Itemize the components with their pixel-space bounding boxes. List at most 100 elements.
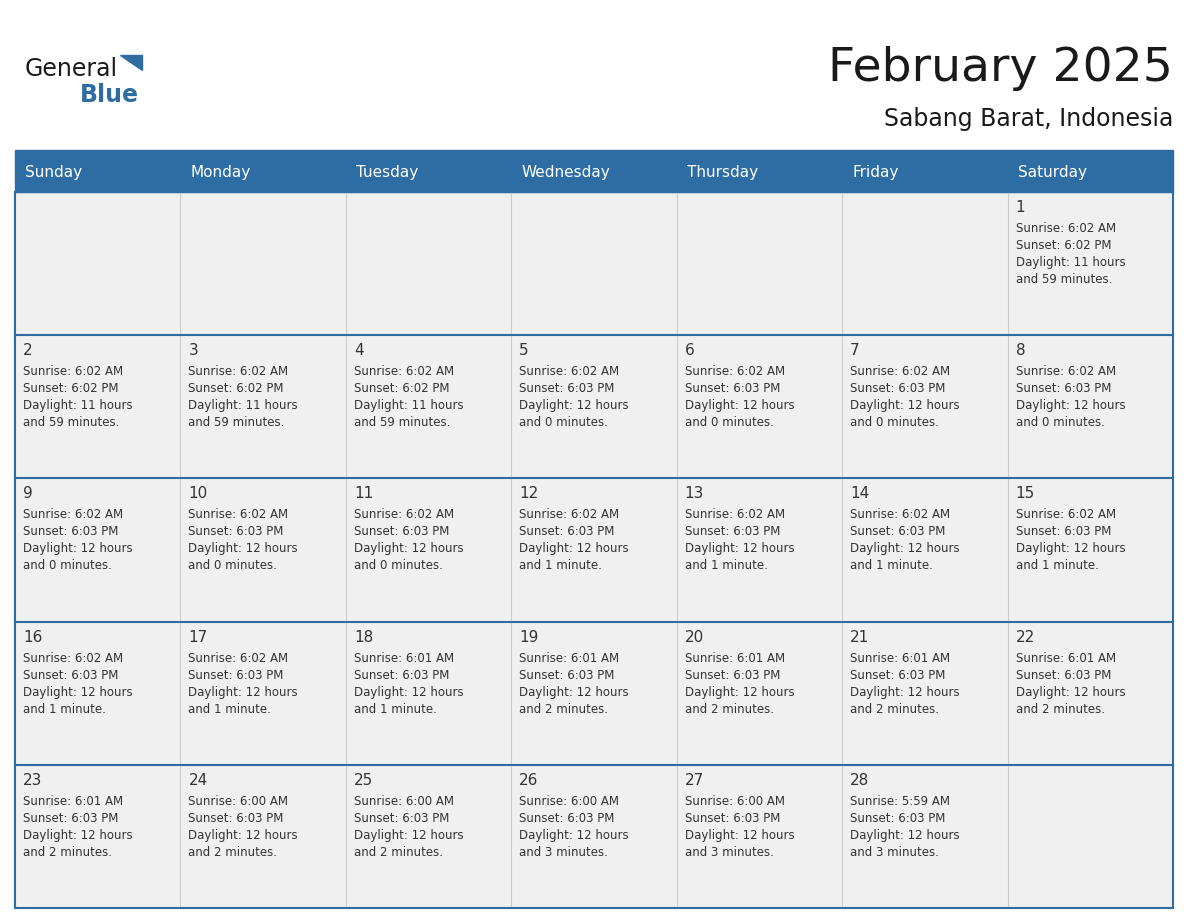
Text: Daylight: 12 hours: Daylight: 12 hours bbox=[23, 829, 133, 842]
Text: 10: 10 bbox=[189, 487, 208, 501]
Text: and 2 minutes.: and 2 minutes. bbox=[851, 702, 940, 716]
Text: Sunset: 6:03 PM: Sunset: 6:03 PM bbox=[519, 525, 614, 538]
Text: Sunset: 6:03 PM: Sunset: 6:03 PM bbox=[684, 668, 781, 681]
Text: Sunset: 6:03 PM: Sunset: 6:03 PM bbox=[1016, 668, 1111, 681]
Text: and 1 minute.: and 1 minute. bbox=[23, 702, 106, 716]
Bar bbox=[842, 192, 1007, 335]
Text: Sunset: 6:03 PM: Sunset: 6:03 PM bbox=[23, 812, 119, 824]
Text: and 0 minutes.: and 0 minutes. bbox=[23, 559, 112, 573]
Text: Sunset: 6:03 PM: Sunset: 6:03 PM bbox=[851, 382, 946, 396]
Text: and 59 minutes.: and 59 minutes. bbox=[189, 416, 285, 430]
Bar bbox=[15, 154, 1173, 192]
Bar bbox=[677, 478, 842, 621]
Text: Sunset: 6:03 PM: Sunset: 6:03 PM bbox=[1016, 525, 1111, 538]
Bar bbox=[181, 478, 346, 621]
Text: Daylight: 12 hours: Daylight: 12 hours bbox=[519, 399, 628, 412]
Bar bbox=[1007, 765, 1173, 908]
Bar bbox=[1007, 192, 1173, 335]
Text: Sunrise: 6:02 AM: Sunrise: 6:02 AM bbox=[851, 365, 950, 378]
Bar bbox=[346, 335, 511, 478]
Text: Sunset: 6:03 PM: Sunset: 6:03 PM bbox=[684, 382, 781, 396]
Text: Sunset: 6:03 PM: Sunset: 6:03 PM bbox=[354, 668, 449, 681]
Bar bbox=[842, 335, 1007, 478]
Text: Daylight: 12 hours: Daylight: 12 hours bbox=[354, 686, 463, 699]
Text: Daylight: 12 hours: Daylight: 12 hours bbox=[1016, 399, 1125, 412]
Bar bbox=[842, 478, 1007, 621]
Bar bbox=[842, 621, 1007, 765]
Text: Sunrise: 6:02 AM: Sunrise: 6:02 AM bbox=[684, 509, 785, 521]
Text: and 2 minutes.: and 2 minutes. bbox=[354, 845, 443, 859]
Bar bbox=[677, 765, 842, 908]
Text: 1: 1 bbox=[1016, 200, 1025, 215]
Text: Sunset: 6:03 PM: Sunset: 6:03 PM bbox=[1016, 382, 1111, 396]
Bar bbox=[677, 621, 842, 765]
Text: Daylight: 12 hours: Daylight: 12 hours bbox=[684, 543, 795, 555]
Text: Sunrise: 6:02 AM: Sunrise: 6:02 AM bbox=[189, 365, 289, 378]
Text: Daylight: 11 hours: Daylight: 11 hours bbox=[23, 399, 133, 412]
Text: and 2 minutes.: and 2 minutes. bbox=[519, 702, 608, 716]
Bar bbox=[511, 621, 677, 765]
Text: and 1 minute.: and 1 minute. bbox=[189, 702, 271, 716]
Text: 28: 28 bbox=[851, 773, 870, 788]
Text: 15: 15 bbox=[1016, 487, 1035, 501]
Text: Sunrise: 6:00 AM: Sunrise: 6:00 AM bbox=[684, 795, 785, 808]
Bar bbox=[15, 150, 1173, 154]
Text: and 1 minute.: and 1 minute. bbox=[684, 559, 767, 573]
Text: Daylight: 12 hours: Daylight: 12 hours bbox=[684, 399, 795, 412]
Text: Sunrise: 5:59 AM: Sunrise: 5:59 AM bbox=[851, 795, 950, 808]
Text: and 3 minutes.: and 3 minutes. bbox=[851, 845, 939, 859]
Text: Sunrise: 6:02 AM: Sunrise: 6:02 AM bbox=[519, 365, 619, 378]
Text: 26: 26 bbox=[519, 773, 538, 788]
Bar bbox=[181, 335, 346, 478]
Bar bbox=[511, 765, 677, 908]
Text: Daylight: 11 hours: Daylight: 11 hours bbox=[189, 399, 298, 412]
Text: Sunset: 6:03 PM: Sunset: 6:03 PM bbox=[189, 812, 284, 824]
Text: Monday: Monday bbox=[190, 165, 251, 181]
Text: 14: 14 bbox=[851, 487, 870, 501]
Text: Sunday: Sunday bbox=[25, 165, 82, 181]
Text: 17: 17 bbox=[189, 630, 208, 644]
Bar bbox=[511, 335, 677, 478]
Text: Daylight: 12 hours: Daylight: 12 hours bbox=[684, 829, 795, 842]
Polygon shape bbox=[120, 55, 143, 70]
Text: Daylight: 12 hours: Daylight: 12 hours bbox=[189, 543, 298, 555]
Text: Sabang Barat, Indonesia: Sabang Barat, Indonesia bbox=[884, 107, 1173, 131]
Bar bbox=[346, 765, 511, 908]
Bar bbox=[842, 765, 1007, 908]
Text: 25: 25 bbox=[354, 773, 373, 788]
Text: Saturday: Saturday bbox=[1018, 165, 1087, 181]
Text: 6: 6 bbox=[684, 343, 695, 358]
Text: Sunset: 6:03 PM: Sunset: 6:03 PM bbox=[684, 812, 781, 824]
Text: and 2 minutes.: and 2 minutes. bbox=[684, 702, 773, 716]
Text: 22: 22 bbox=[1016, 630, 1035, 644]
Text: Sunrise: 6:02 AM: Sunrise: 6:02 AM bbox=[1016, 222, 1116, 235]
Text: Daylight: 12 hours: Daylight: 12 hours bbox=[851, 399, 960, 412]
Text: and 1 minute.: and 1 minute. bbox=[519, 559, 602, 573]
Text: Wednesday: Wednesday bbox=[522, 165, 609, 181]
Text: Sunrise: 6:02 AM: Sunrise: 6:02 AM bbox=[23, 652, 124, 665]
Text: 5: 5 bbox=[519, 343, 529, 358]
Text: and 0 minutes.: and 0 minutes. bbox=[519, 416, 608, 430]
Text: Daylight: 12 hours: Daylight: 12 hours bbox=[851, 543, 960, 555]
Bar bbox=[1007, 621, 1173, 765]
Text: February 2025: February 2025 bbox=[828, 46, 1173, 91]
Bar bbox=[15, 192, 1173, 908]
Bar bbox=[511, 192, 677, 335]
Text: Daylight: 12 hours: Daylight: 12 hours bbox=[354, 829, 463, 842]
Text: and 0 minutes.: and 0 minutes. bbox=[1016, 416, 1105, 430]
Text: 9: 9 bbox=[23, 487, 33, 501]
Text: Sunset: 6:03 PM: Sunset: 6:03 PM bbox=[519, 668, 614, 681]
Text: Sunrise: 6:02 AM: Sunrise: 6:02 AM bbox=[23, 509, 124, 521]
Text: Daylight: 12 hours: Daylight: 12 hours bbox=[519, 686, 628, 699]
Text: Sunrise: 6:02 AM: Sunrise: 6:02 AM bbox=[684, 365, 785, 378]
Bar bbox=[346, 192, 511, 335]
Bar bbox=[15, 478, 181, 621]
Text: 12: 12 bbox=[519, 487, 538, 501]
Text: Sunrise: 6:02 AM: Sunrise: 6:02 AM bbox=[23, 365, 124, 378]
Text: Sunrise: 6:00 AM: Sunrise: 6:00 AM bbox=[354, 795, 454, 808]
Text: Sunset: 6:03 PM: Sunset: 6:03 PM bbox=[851, 668, 946, 681]
Text: 19: 19 bbox=[519, 630, 538, 644]
Text: Sunrise: 6:00 AM: Sunrise: 6:00 AM bbox=[189, 795, 289, 808]
Text: Daylight: 12 hours: Daylight: 12 hours bbox=[23, 543, 133, 555]
Bar bbox=[677, 335, 842, 478]
